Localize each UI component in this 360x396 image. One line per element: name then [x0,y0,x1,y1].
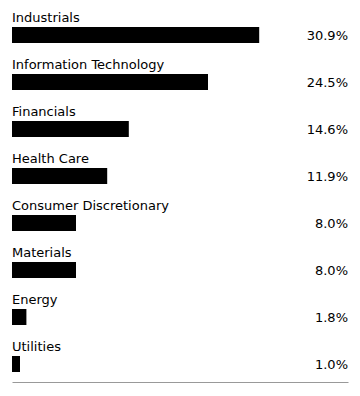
value-label: 8.0% [315,216,348,231]
value-label: 1.8% [315,310,348,325]
category-label: Consumer Discretionary [12,198,169,213]
value-label: 24.5% [307,75,348,90]
category-label: Materials [12,245,72,260]
value-label: 30.9% [307,28,348,43]
bar [12,215,76,231]
category-label: Information Technology [12,57,165,72]
category-label: Industrials [12,10,80,25]
labels: Industrials Information Technology Financi… [12,10,348,372]
bar [12,168,107,184]
value-label: 1.0% [315,357,348,372]
bar [12,121,129,137]
bars [12,27,259,372]
plot: Industrials Information Technology Financi… [12,10,349,383]
bar [12,27,259,43]
bar [12,74,208,90]
category-label: Utilities [12,339,61,354]
value-label: 8.0% [315,263,348,278]
chart: Industrials Information Technology Financi… [0,0,360,396]
bar [12,356,20,372]
x-axis-line [13,382,349,383]
value-label: 14.6% [307,122,348,137]
x-axis [13,382,349,383]
value-label: 11.9% [307,169,348,184]
category-label: Energy [12,292,58,307]
bar [12,309,26,325]
category-label: Financials [12,104,76,119]
category-label: Health Care [12,151,89,166]
bar [12,262,76,278]
